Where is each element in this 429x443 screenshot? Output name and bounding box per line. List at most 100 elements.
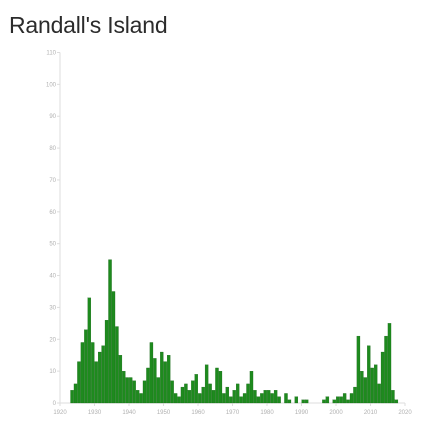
x-tick-label: 2020 [398, 410, 412, 416]
bar[interactable] [339, 396, 343, 404]
bar[interactable] [98, 351, 102, 404]
bar[interactable] [170, 380, 174, 404]
bar[interactable] [215, 367, 219, 404]
bar[interactable] [204, 364, 209, 404]
bar[interactable] [301, 399, 305, 404]
bar[interactable] [118, 355, 123, 404]
bar[interactable] [360, 371, 364, 404]
bar[interactable] [87, 297, 91, 404]
bar[interactable] [94, 361, 98, 404]
bar[interactable] [387, 323, 392, 404]
bar[interactable] [367, 345, 371, 404]
bar[interactable] [191, 380, 195, 404]
y-tick-label: 20 [49, 337, 56, 343]
bar[interactable] [242, 393, 247, 404]
bar[interactable] [173, 393, 178, 404]
bar[interactable] [277, 396, 281, 404]
bar[interactable] [342, 393, 347, 404]
bar[interactable] [253, 390, 257, 404]
bar[interactable] [270, 393, 274, 404]
bar[interactable] [353, 386, 357, 404]
bar[interactable] [84, 329, 88, 404]
bar[interactable] [177, 396, 181, 404]
bar[interactable] [246, 383, 250, 404]
x-tick-label: 1960 [191, 410, 205, 416]
bar[interactable] [325, 396, 330, 404]
bar[interactable] [194, 374, 198, 404]
bar[interactable] [218, 371, 223, 404]
bar[interactable] [80, 342, 85, 404]
bar[interactable] [232, 390, 236, 404]
bar[interactable] [384, 335, 388, 404]
y-tick-label: 90 [49, 114, 56, 120]
bar[interactable] [222, 393, 226, 404]
bar[interactable] [201, 386, 205, 404]
bar[interactable] [167, 355, 171, 404]
bar[interactable] [374, 364, 378, 404]
bar[interactable] [142, 380, 147, 404]
bar[interactable] [70, 390, 74, 404]
bar[interactable] [225, 386, 230, 404]
x-tick-label: 1980 [260, 410, 274, 416]
bar[interactable] [146, 367, 150, 404]
bar[interactable] [229, 396, 233, 404]
bar[interactable] [163, 361, 167, 404]
bar[interactable] [322, 399, 326, 404]
bar[interactable] [211, 390, 216, 404]
bar[interactable] [256, 396, 261, 404]
y-tick-label: 80 [49, 146, 56, 152]
y-tick-label: 100 [46, 82, 57, 88]
bar[interactable] [135, 390, 140, 404]
bar[interactable] [122, 371, 126, 404]
bar[interactable] [287, 399, 292, 404]
bar[interactable] [263, 390, 267, 404]
bar[interactable] [236, 383, 240, 404]
bar[interactable] [156, 377, 161, 404]
bar[interactable] [91, 342, 95, 404]
bar[interactable] [363, 377, 368, 404]
bar[interactable] [284, 393, 288, 404]
bar[interactable] [332, 399, 336, 404]
bar[interactable] [370, 367, 374, 404]
bar[interactable] [125, 377, 129, 404]
bar[interactable] [153, 358, 157, 404]
bar[interactable] [267, 390, 271, 404]
bar[interactable] [104, 320, 109, 404]
bar[interactable] [184, 383, 188, 404]
x-tick-label: 1920 [53, 410, 67, 416]
bar[interactable] [336, 396, 340, 404]
tick-labels: 0 10 20 30 40 50 60 70 80 90 100 110 1920 1930 1940 195… [46, 51, 412, 417]
bar[interactable] [115, 326, 119, 404]
bar[interactable] [198, 393, 202, 404]
bar[interactable] [294, 396, 299, 404]
bar[interactable] [380, 351, 385, 404]
bar[interactable] [391, 390, 395, 404]
bar[interactable] [149, 342, 154, 404]
bar[interactable] [77, 361, 81, 404]
bar[interactable] [260, 393, 264, 404]
bar[interactable] [394, 399, 399, 404]
bar[interactable] [187, 390, 192, 404]
bar[interactable] [305, 399, 309, 404]
bar[interactable] [139, 393, 143, 404]
bar[interactable] [349, 393, 354, 404]
y-tick-label: 60 [49, 210, 56, 216]
y-tick-label: 70 [49, 178, 56, 184]
bar[interactable] [239, 396, 243, 404]
y-tick-label: 40 [49, 274, 56, 280]
bar[interactable] [346, 399, 350, 404]
bar[interactable] [160, 351, 164, 404]
bar[interactable] [208, 383, 212, 404]
bar[interactable] [180, 386, 185, 404]
bar[interactable] [249, 371, 254, 404]
bar[interactable] [108, 259, 112, 404]
bar[interactable] [273, 390, 278, 404]
bar[interactable] [101, 345, 105, 404]
bar[interactable] [377, 383, 381, 404]
bar[interactable] [111, 291, 116, 404]
bar[interactable] [132, 380, 136, 404]
bar[interactable] [356, 335, 361, 404]
bar[interactable] [129, 377, 133, 404]
bar[interactable] [73, 383, 78, 404]
